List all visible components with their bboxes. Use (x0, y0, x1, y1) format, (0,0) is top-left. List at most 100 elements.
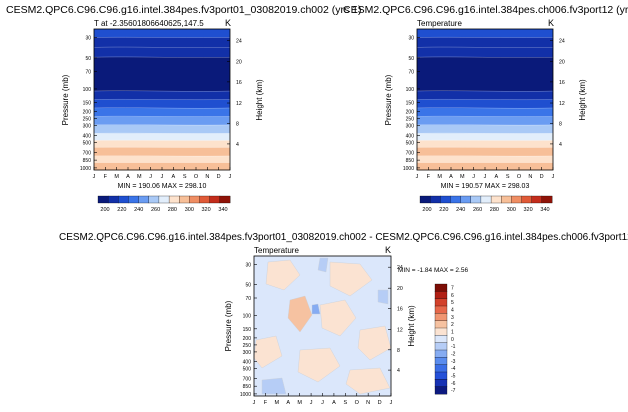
field-patch (317, 257, 329, 273)
y-tick-label: 500 (243, 367, 252, 373)
contour-line (416, 107, 554, 109)
y-right-tick-label: 4 (397, 368, 400, 374)
colorbar-swatch (434, 364, 448, 373)
colorbar-swatch (219, 195, 231, 204)
field-band (94, 99, 230, 109)
y-right-tick-label: 12 (559, 101, 565, 107)
contour-line (416, 155, 554, 157)
panel-2-ylabel: Pressure (mb) (384, 74, 393, 125)
y-tick-label: 70 (245, 296, 251, 302)
y-tick-label: 850 (406, 158, 415, 164)
y-tick-label: 30 (408, 35, 414, 41)
x-tick-label: J (310, 400, 313, 406)
panel-3-minmax: MIN = -1.84 MAX = 2.56 (398, 267, 468, 274)
field-patch (297, 347, 341, 383)
x-tick-label: N (528, 174, 532, 180)
y-tick-label: 250 (83, 117, 92, 123)
colorbar-label: -2 (451, 352, 456, 358)
colorbar-label: 6 (451, 293, 454, 299)
colorbar-swatch (434, 283, 448, 292)
panel-1-field (93, 29, 231, 171)
field-band (417, 133, 553, 141)
colorbar-label: 200 (422, 207, 431, 213)
colorbar-label: -1 (451, 344, 456, 350)
x-tick-label: J (390, 400, 393, 406)
y-tick-label: 850 (83, 158, 92, 164)
field-band (94, 147, 230, 157)
colorbar-swatch (480, 195, 492, 204)
x-tick-label: N (205, 174, 209, 180)
panel-1-minmax: MIN = 190.06 MAX = 298.10 (118, 183, 207, 190)
y-tick-label: 300 (83, 124, 92, 130)
panel-1-y-ticks-right: 24 20 16 12 8 4 (227, 38, 242, 148)
contour-line (416, 146, 554, 148)
colorbar-swatch (501, 195, 512, 204)
y-tick-label: 50 (408, 56, 414, 62)
field-band (94, 133, 230, 141)
x-tick-label: M (114, 174, 119, 180)
contour-line (93, 146, 231, 148)
contour-line (416, 99, 554, 100)
x-tick-label: J (552, 174, 555, 180)
field-band (94, 155, 230, 164)
x-tick-label: J (321, 400, 324, 406)
colorbar-label: 1 (451, 330, 454, 336)
y-right-tick-label: 24 (559, 38, 565, 44)
contour-line (93, 107, 231, 109)
contour-line (416, 90, 554, 92)
x-tick-label: F (104, 174, 108, 180)
y-right-tick-label: 20 (236, 59, 242, 65)
y-right-tick-label: 16 (397, 307, 403, 313)
colorbar-label: 220 (117, 207, 126, 213)
colorbar-label: 3 (451, 315, 454, 321)
y-tick-label: 100 (406, 87, 415, 93)
y-right-tick-label: 16 (559, 80, 565, 86)
y-tick-label: 500 (406, 141, 415, 147)
colorbar-label: 4 (451, 308, 454, 314)
y-right-tick-label: 12 (236, 101, 242, 107)
colorbar-label: 280 (490, 207, 499, 213)
y-tick-label: 50 (85, 56, 91, 62)
x-tick-label: N (366, 400, 370, 406)
panel-3-ylabel: Pressure (mb) (224, 300, 233, 351)
panel-1-ylabel-right: Height (km) (255, 79, 264, 121)
y-tick-label: 150 (243, 327, 252, 333)
panel-3-ylabel-right: Height (km) (407, 305, 416, 347)
colorbar-swatch (490, 195, 502, 204)
contour-line (416, 46, 554, 48)
panel-3-left-label: Temperature (254, 246, 299, 255)
x-tick-label: O (194, 174, 199, 180)
colorbar-label: 320 (524, 207, 533, 213)
field-band (417, 37, 553, 48)
field-band (417, 107, 553, 117)
y-tick-label: 400 (406, 133, 415, 139)
panel-2-right-label: K (548, 18, 554, 28)
x-tick-label: J (93, 174, 96, 180)
field-band (94, 140, 230, 148)
panel-3-colorbar-labels: 765 432 10-1 -2-3-4 -5-6-7 (451, 286, 456, 395)
contour-line (93, 99, 231, 100)
x-tick-label: J (229, 174, 232, 180)
y-tick-label: 200 (83, 109, 92, 115)
colorbar-label: 7 (451, 286, 454, 292)
contour-line (93, 90, 231, 92)
colorbar-swatch (429, 195, 441, 204)
colorbar-swatch (434, 349, 448, 358)
y-right-tick-label: 20 (559, 59, 565, 65)
y-right-tick-label: 4 (559, 142, 562, 148)
colorbar-label: 300 (507, 207, 516, 213)
field-patch (287, 295, 313, 333)
colorbar-label: 5 (451, 300, 454, 306)
colorbar-swatch (440, 195, 451, 204)
x-tick-label: A (332, 400, 336, 406)
colorbar-swatch (118, 195, 129, 204)
colorbar-swatch (97, 195, 109, 204)
field-band (94, 37, 230, 48)
y-right-tick-label: 20 (397, 286, 403, 292)
colorbar-label: -7 (451, 388, 456, 394)
field-band (417, 155, 553, 164)
x-tick-label: M (137, 174, 142, 180)
y-right-tick-label: 4 (236, 142, 239, 148)
field-band (94, 47, 230, 58)
